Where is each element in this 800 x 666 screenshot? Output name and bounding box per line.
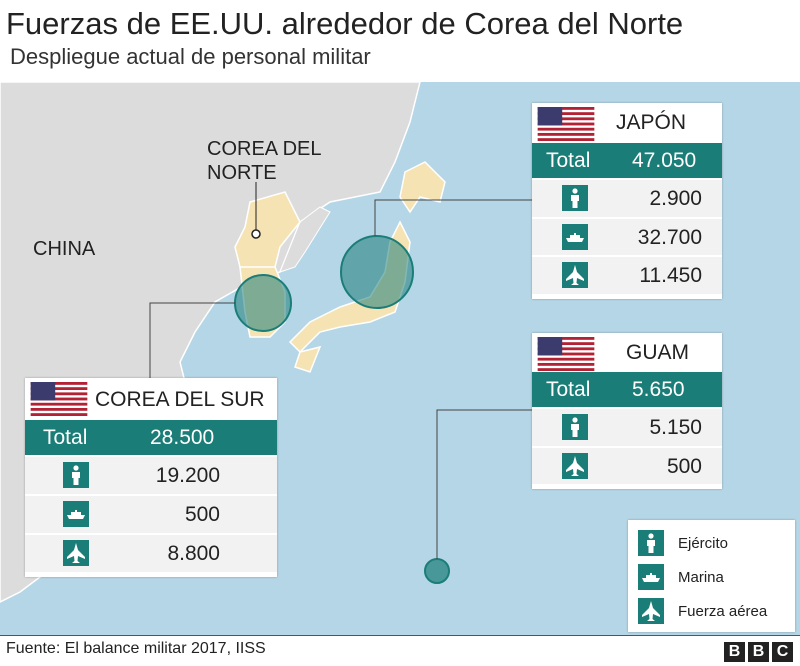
panel-south_korea: COREA DEL SUR Total 28.500 19.200 500 8.800 <box>25 378 277 577</box>
china-label: CHINA <box>33 238 96 260</box>
icon-air <box>638 598 664 624</box>
title: Fuerzas de EE.UU. alrededor de Corea del… <box>6 6 684 41</box>
total-row: Total 28.500 <box>25 420 277 455</box>
row-navy: 500 <box>25 496 277 533</box>
value: 19.200 <box>155 464 220 487</box>
legend: Ejército Marina Fuerza aérea <box>628 520 795 632</box>
row-air: 500 <box>532 447 722 484</box>
total-row: Total 47.050 <box>532 143 722 178</box>
total-value: 47.050 <box>632 149 697 172</box>
logo-block: C <box>772 642 793 662</box>
row-air: 8.800 <box>25 535 277 572</box>
panel-title: JAPÓN <box>616 111 687 134</box>
icon-army <box>63 462 89 488</box>
row-army: 5.150 <box>532 409 722 446</box>
icon-navy <box>638 564 664 590</box>
row-navy: 32.700 <box>532 218 722 255</box>
value: 500 <box>666 454 702 478</box>
row-air: 11.450 <box>532 257 722 294</box>
value: 11.450 <box>639 264 702 287</box>
legend-label: Marina <box>678 569 724 586</box>
subtitle: Despliegue actual de personal militar <box>10 44 371 69</box>
icon-army <box>562 185 588 211</box>
north-korea-label: COREA DEL NORTE <box>207 138 322 184</box>
value: 32.700 <box>637 225 702 249</box>
total-value: 28.500 <box>150 426 215 449</box>
icon-air <box>562 452 588 479</box>
icon-army <box>638 530 664 556</box>
value: 5.150 <box>649 416 702 439</box>
panel-title: COREA DEL SUR <box>95 388 265 411</box>
row-army: 2.900 <box>532 180 722 217</box>
logo-block: B <box>748 642 769 662</box>
total-label: Total <box>546 149 591 172</box>
icon-navy <box>562 223 588 250</box>
panel-guam: GUAM Total 5.650 5.150 500 <box>532 333 722 489</box>
value: 8.800 <box>167 542 220 565</box>
total-label: Total <box>43 426 88 449</box>
total-label: Total <box>546 378 591 401</box>
source: Fuente: El balance militar 2017, IISS <box>6 640 266 657</box>
icon-navy <box>63 501 89 527</box>
panel-title: GUAM <box>626 341 689 364</box>
value: 500 <box>184 503 220 526</box>
row-army: 19.200 <box>25 457 277 494</box>
legend-label: Fuerza aérea <box>678 603 768 620</box>
value: 2.900 <box>649 187 702 210</box>
icon-air <box>562 262 588 288</box>
total-row: Total 5.650 <box>532 372 722 407</box>
total-value: 5.650 <box>632 378 685 401</box>
icon-air <box>63 540 89 566</box>
legend-label: Ejército <box>678 535 729 552</box>
icon-army <box>562 414 588 440</box>
logo-block: B <box>724 642 745 662</box>
panel-japan: JAPÓN Total 47.050 2.900 32.700 11.450 <box>532 103 722 299</box>
